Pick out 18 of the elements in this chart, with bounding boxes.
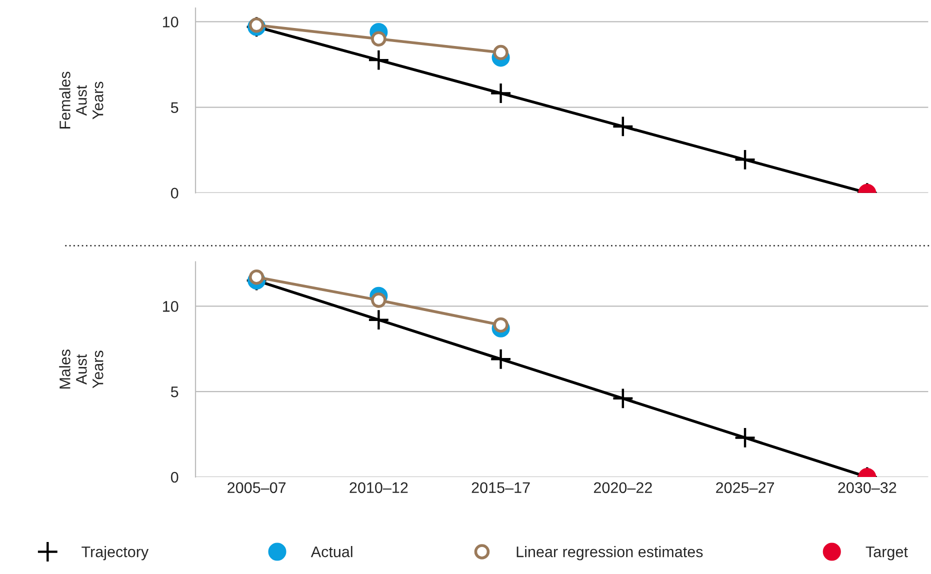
y-tick-label: 5 (170, 102, 178, 113)
y-tick-label: 10 (163, 16, 178, 28)
x-tick-label: 2025–27 (716, 482, 774, 494)
y-axis-title: Females Aust Years (59, 72, 104, 128)
legend-label: Target (866, 546, 908, 560)
x-tick-label: 2020–22 (594, 482, 652, 494)
y-tick-label: 0 (170, 472, 178, 483)
x-tick-label: 2010–12 (350, 482, 408, 494)
legend-label: Actual (310, 546, 352, 558)
x-tick-label: 2015–17 (472, 482, 530, 494)
x-tick-label: 2030–32 (838, 482, 896, 494)
legend-label: Trajectory (82, 546, 149, 560)
legend-label: Linear regression estimates (516, 546, 703, 560)
y-axis-title: Males Aust Years (59, 350, 104, 388)
y-tick-label: 10 (163, 301, 178, 312)
y-tick-label: 0 (170, 188, 178, 199)
x-tick-label: 2005–07 (228, 482, 286, 494)
y-tick-label: 5 (170, 386, 178, 398)
